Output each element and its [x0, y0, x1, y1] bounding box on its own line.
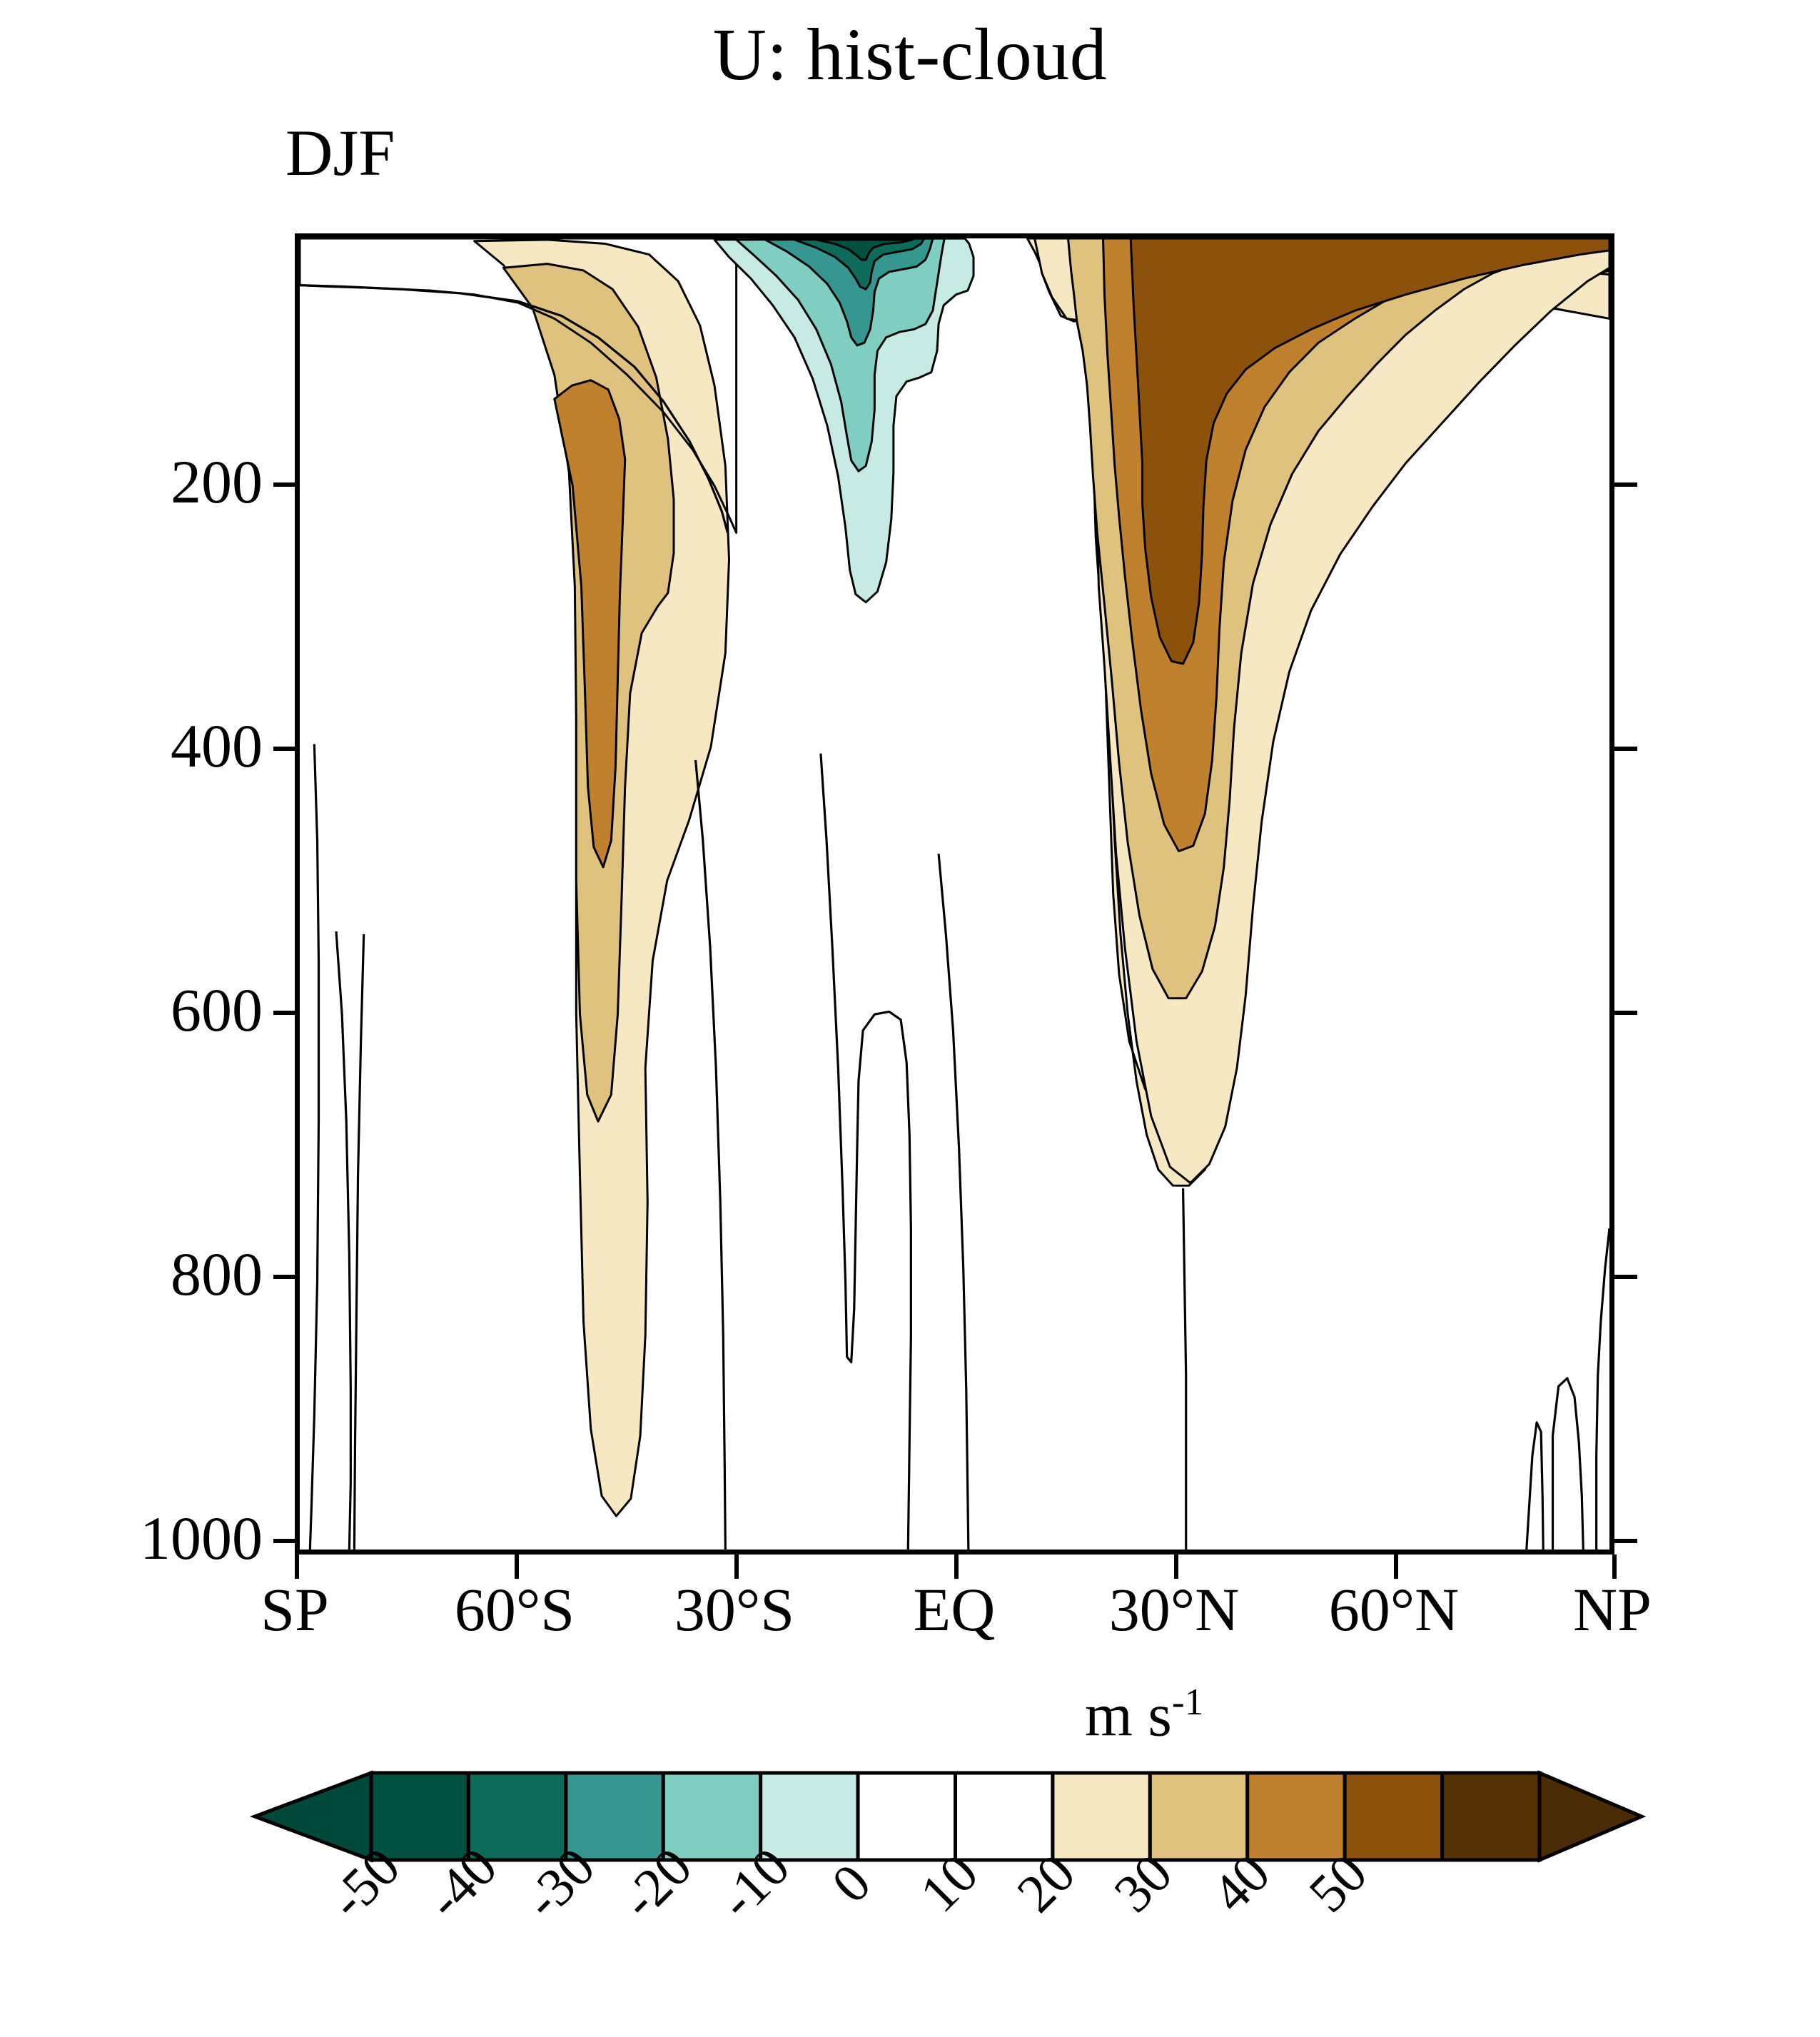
season-label: DJF — [285, 116, 395, 189]
colorbar-extend-high — [1537, 1770, 1647, 1863]
colorbar-unit-label: m s-1 — [1085, 1680, 1204, 1749]
ytick-label-200: 200 — [171, 448, 263, 516]
colorbar-cell — [1440, 1771, 1542, 1862]
xtick-label-60s: 60°S — [454, 1575, 575, 1644]
colorbar-cell — [466, 1771, 568, 1862]
colorbar-extend-low — [249, 1770, 373, 1863]
zero-line-eq-nh — [937, 854, 970, 1550]
contour-plot-panel — [295, 233, 1614, 1555]
band-30-sh-jet — [553, 379, 627, 869]
ytick-label-1000: 1000 — [140, 1504, 263, 1572]
zero-line-sh-pole-b — [335, 931, 352, 1550]
xtick-mark-sp — [295, 1555, 299, 1579]
ytick-mark-right-200 — [1614, 482, 1637, 487]
xtick-mark-np — [1612, 1555, 1617, 1579]
xtick-mark-30s — [734, 1555, 739, 1579]
band-neg50-tropical-easterlies — [815, 238, 914, 261]
colorbar-unit-exponent: -1 — [1171, 1680, 1204, 1723]
colorbar-swatches — [249, 1770, 1647, 1863]
colorbar-cell — [1343, 1771, 1445, 1862]
ytick-mark-1000 — [273, 1539, 296, 1543]
xtick-label-sp: SP — [261, 1575, 329, 1644]
band-neg30-tropical-easterlies — [764, 238, 934, 347]
xtick-label-60n: 60°N — [1328, 1575, 1460, 1644]
ytick-mark-right-400 — [1614, 747, 1637, 751]
zero-line-tropics — [819, 753, 912, 1550]
ytick-mark-right-800 — [1614, 1275, 1637, 1279]
figure-title: U: hist-cloud — [712, 14, 1108, 96]
ytick-mark-right-1000 — [1614, 1539, 1637, 1543]
xtick-label-30n: 30°N — [1108, 1575, 1240, 1644]
xtick-mark-60n — [1394, 1555, 1398, 1579]
colorbar-cell — [564, 1771, 665, 1862]
zero-line-sh-right — [694, 759, 727, 1550]
colorbar-cell — [954, 1771, 1055, 1862]
zero-line-sh-pole-a — [308, 744, 320, 1550]
xtick-mark-60s — [515, 1555, 519, 1579]
ytick-label-400: 400 — [171, 712, 263, 780]
colorbar-unit-base: m s — [1085, 1680, 1172, 1749]
xtick-label-30s: 30°S — [674, 1575, 795, 1644]
ytick-label-600: 600 — [171, 976, 263, 1044]
xtick-label-np: NP — [1573, 1575, 1652, 1644]
zero-line-np-a — [1525, 1421, 1545, 1550]
zero-line-nh-jet-base — [1181, 1188, 1188, 1550]
ytick-mark-200 — [273, 482, 296, 487]
xtick-mark-eq — [954, 1555, 959, 1579]
xtick-mark-30n — [1174, 1555, 1178, 1579]
ytick-mark-800 — [273, 1275, 296, 1279]
zero-line-sh-pole-c — [353, 934, 365, 1550]
colorbar-cell — [369, 1771, 470, 1862]
band-neg20-tropical-easterlies — [735, 238, 946, 472]
band-40-nh-jet — [1129, 238, 1609, 665]
colorbar: m s-1 -50 -40 -30 -20 -10 0 10 20 30 40 50 — [236, 1670, 1663, 2027]
contour-field — [300, 238, 1609, 1550]
zero-line-sh-top — [300, 284, 729, 533]
ytick-mark-600 — [273, 1011, 296, 1015]
zero-line-np-c — [1595, 1228, 1609, 1550]
colorbar-cell — [759, 1771, 860, 1862]
ytick-label-800: 800 — [171, 1240, 263, 1308]
band-neg40-tropical-easterlies — [793, 238, 926, 290]
ytick-mark-400 — [273, 747, 296, 751]
colorbar-tick-labels: -50 -40 -30 -20 -10 0 10 20 30 40 50 — [236, 1836, 1663, 2028]
zero-line-np-b — [1551, 1377, 1584, 1550]
ytick-mark-right-600 — [1614, 1011, 1637, 1015]
colorbar-cell — [856, 1771, 957, 1862]
colorbar-cell — [1245, 1771, 1347, 1862]
xtick-label-eq: EQ — [913, 1575, 996, 1644]
colorbar-cell — [661, 1771, 763, 1862]
